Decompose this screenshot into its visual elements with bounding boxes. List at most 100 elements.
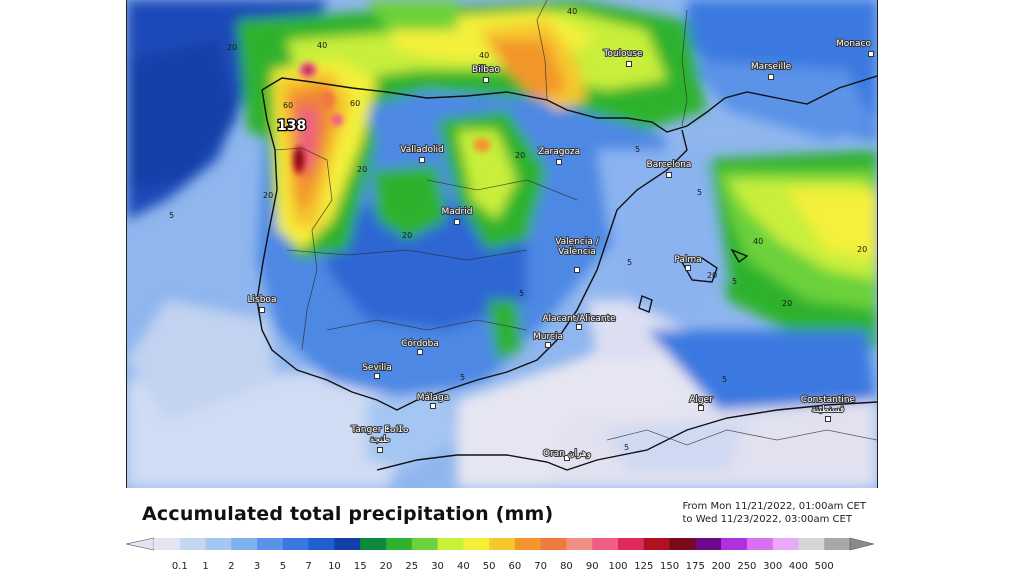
city-zaragoza: Zaragoza [537,146,581,165]
chart-title: Accumulated total precipitation (mm) [142,503,554,525]
city-label: Sevilla [362,363,392,373]
legend-tick-label: 40 [457,561,470,572]
contour-label: 20 [782,299,792,308]
city-dot [430,403,436,409]
contour-label: 5 [732,277,737,286]
legend-tick-label: 175 [686,561,705,572]
contour-label: 5 [627,258,632,267]
precipitation-map: Toulouse Monaco Marseille Bilbao Valladolid Z… [126,0,878,488]
max-precipitation-label: 138 [277,118,306,134]
contour-label: 20 [227,43,237,52]
legend-tick-label: 60 [509,561,522,572]
city-dot [374,373,380,379]
contour-label: 5 [635,145,640,154]
legend-tick-label: 10 [328,561,341,572]
city-label: Alacant/Alicante [542,314,616,324]
legend-swatch [592,538,619,550]
contour-label: 5 [722,375,727,384]
legend-tick-label: 300 [763,561,782,572]
city-dot [545,342,551,348]
city-madrid: Madrid [441,206,473,225]
city-label: València [558,246,596,257]
legend-swatch [179,538,207,550]
legend-swatch [540,538,567,550]
legend-swatch [437,538,464,550]
city-label: Barcelona [647,160,692,170]
city-dot [419,157,425,163]
city-label: Tanger ⵟⴰⵏⵊⴰ [350,425,409,435]
legend-tick-label: 5 [280,561,286,572]
legend-tick-label: 90 [586,561,599,572]
city-dot [698,405,704,411]
legend-tick-label: 1 [202,561,208,572]
city-label: Valladolid [400,145,443,155]
city-label: Valencia / [555,237,600,247]
legend-tick-label: 0.1 [172,561,188,572]
city-label: Lisboa [248,295,277,305]
legend-tick-label: 250 [737,561,756,572]
contour-labels: 40 20 40 40 60 60 20 20 20 20 5 5 5 5 5 20 20 40 20 5 5 5 5 [169,7,867,452]
city-label: Oran وهران [543,449,591,459]
city-dot [483,77,489,83]
legend-arrow-high [849,537,875,551]
contour-label: 20 [263,191,273,200]
contour-label: 20 [857,245,867,254]
city-marseille: Marseille [750,61,793,80]
legend-swatch [308,538,335,550]
contour-label: 40 [317,41,327,50]
coastlines [256,75,877,471]
city-barcelona: Barcelona [646,159,692,178]
city-label: قسنطينة [812,405,845,415]
legend-swatch [721,538,748,550]
city-dot [259,307,265,313]
city-valencia: Valencia /València [554,236,601,273]
city-valladolid: Valladolid [399,144,445,163]
color-legend: 0.1 1 2 3 5 7 10 15 20 25 30 40 50 60 70 80 90 100 125 150 1… [126,537,875,572]
city-label: Toulouse [602,49,643,59]
legend-tick-label: 15 [354,561,367,572]
city-label: Zaragoza [538,147,580,157]
legend-swatch [386,538,413,550]
city-sevilla: Sevilla [361,362,393,379]
legend-swatch [257,538,284,550]
city-alger: Alger [688,394,714,411]
borders [274,0,877,446]
city-dot [417,349,423,355]
city-dot [556,159,562,165]
legend-swatch [489,538,516,550]
contour-label: 5 [624,443,629,452]
contour-label: 40 [479,51,489,60]
city-label: طنجة [370,435,391,445]
contour-label: 60 [350,99,360,108]
legend-tick-label: 500 [815,561,834,572]
map-canvas: Toulouse Monaco Marseille Bilbao Valladolid Z… [127,0,877,488]
city-dot [454,219,460,225]
city-lisboa: Lisboa [247,294,277,313]
city-málaga: Málaga [416,392,450,409]
legend-swatch [618,538,645,550]
city-dot [564,455,570,461]
city-label: Málaga [417,393,450,403]
legend-swatch [695,538,722,550]
contour-label: 20 [357,165,367,174]
legend-tick-label: 30 [431,561,444,572]
legend-swatch [566,538,593,550]
contour-label: 5 [169,211,174,220]
legend-tick-label: 125 [634,561,653,572]
contour-label: 20 [402,231,412,240]
city-palma: Palma [673,254,703,271]
city-label: Marseille [751,62,792,72]
precipitation-field [127,0,877,488]
legend-swatch [334,538,361,550]
legend-swatch [463,538,490,550]
legend-swatch [205,538,232,550]
legend-tick-label: 200 [712,561,731,572]
contour-label: 5 [460,373,465,382]
city-label: Murcia [533,332,563,342]
city-dot [868,51,874,57]
city-dot [574,267,580,273]
legend-tick-label: 400 [789,561,808,572]
city-oran: Oran وهران [542,448,592,461]
legend-swatch [282,538,310,550]
